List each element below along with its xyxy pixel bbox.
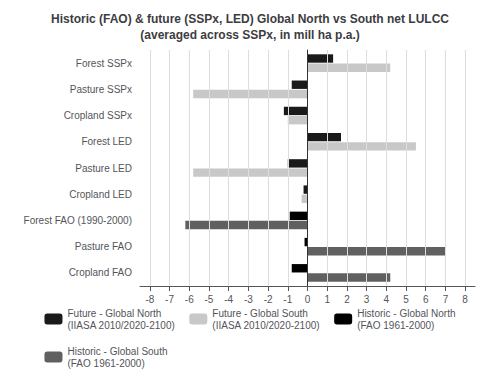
svg-text:Historic (FAO) & future (SSPx,: Historic (FAO) & future (SSPx, LED) Glob… <box>51 12 449 26</box>
svg-text:Pasture LED: Pasture LED <box>75 163 132 174</box>
svg-text:Future - Global South: Future - Global South <box>212 308 308 319</box>
svg-text:-2: -2 <box>264 294 273 305</box>
svg-text:5: 5 <box>403 294 409 305</box>
svg-text:-6: -6 <box>185 294 194 305</box>
svg-text:(FAO 1961-2000): (FAO 1961-2000) <box>357 320 434 331</box>
svg-text:Forest LED: Forest LED <box>81 136 132 147</box>
svg-text:Forest SSPx: Forest SSPx <box>76 58 132 69</box>
svg-text:Pasture FAO: Pasture FAO <box>75 241 132 252</box>
svg-text:6: 6 <box>423 294 429 305</box>
svg-text:-1: -1 <box>283 294 292 305</box>
svg-text:Future - Global North: Future - Global North <box>67 308 161 319</box>
svg-text:-8: -8 <box>145 294 154 305</box>
svg-text:Cropland FAO: Cropland FAO <box>69 267 133 278</box>
svg-text:-7: -7 <box>165 294 174 305</box>
svg-text:(averaged across SSPx, in mill: (averaged across SSPx, in mill ha p.a.) <box>140 28 359 42</box>
svg-text:-3: -3 <box>244 294 253 305</box>
svg-text:Forest FAO (1990-2000): Forest FAO (1990-2000) <box>24 215 132 226</box>
svg-text:-5: -5 <box>205 294 214 305</box>
svg-text:0: 0 <box>305 294 311 305</box>
svg-text:Pasture SSPx: Pasture SSPx <box>70 84 132 95</box>
svg-text:3: 3 <box>364 294 370 305</box>
svg-text:Historic - Global North: Historic - Global North <box>357 308 455 319</box>
svg-text:Cropland SSPx: Cropland SSPx <box>64 110 132 121</box>
svg-text:-4: -4 <box>224 294 233 305</box>
svg-text:2: 2 <box>344 294 350 305</box>
svg-text:1: 1 <box>324 294 330 305</box>
svg-text:Historic - Global South: Historic - Global South <box>67 346 167 357</box>
svg-text:7: 7 <box>443 294 449 305</box>
svg-text:(FAO 1961-2000): (FAO 1961-2000) <box>67 358 144 369</box>
svg-text:8: 8 <box>462 294 468 305</box>
svg-text:4: 4 <box>384 294 390 305</box>
svg-text:(IIASA 2010/2020-2100): (IIASA 2010/2020-2100) <box>212 320 319 331</box>
svg-text:Cropland LED: Cropland LED <box>69 189 132 200</box>
svg-text:(IIASA 2010/2020-2100): (IIASA 2010/2020-2100) <box>67 320 174 331</box>
